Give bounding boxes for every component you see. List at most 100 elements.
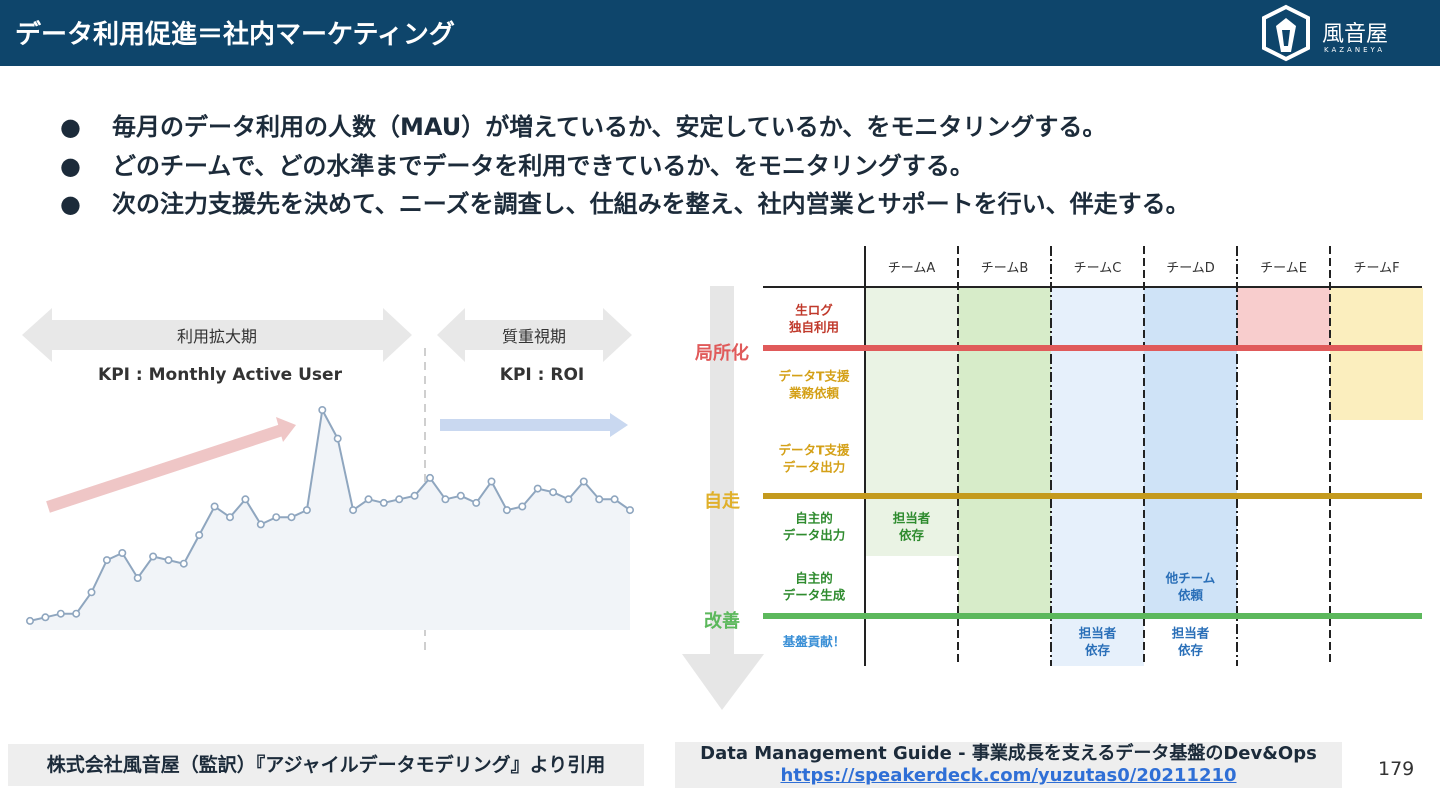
row-label: 生ログ: [795, 303, 833, 318]
mau-point: [502, 506, 511, 515]
mau-point: [487, 477, 496, 486]
cell-note: 依存: [899, 528, 925, 543]
mau-trend-chart: 利用拡大期 質重視期 KPI : Monthly Active User KPI…: [22, 308, 634, 655]
cell-note: 依存: [1178, 643, 1204, 658]
mau-point: [395, 495, 404, 504]
team-coverage-fill: [1144, 288, 1237, 616]
mau-point: [533, 484, 542, 493]
reference-title: Data Management Guide - 事業成長を支えるデータ基盤のDe…: [700, 743, 1317, 764]
row-label: 独自利用: [788, 320, 839, 335]
team-coverage-fill: [1051, 288, 1144, 666]
cell-note: 他チーム: [1165, 571, 1216, 586]
kazaneya-logo-icon: [1262, 4, 1310, 62]
bullet-text: 次の注力支援先を決めて、ニーズを調査し、仕組みを整え、社内営業とサポートを行い、…: [112, 190, 1190, 218]
mau-point: [410, 491, 419, 500]
row-label: データ出力: [783, 460, 846, 475]
row-label: 自主的: [795, 511, 833, 526]
mau-point: [564, 495, 573, 504]
bullet-item: ● 毎月のデータ利用の人数（MAU）が増えているか、安定しているか、をモニタリング…: [60, 108, 1190, 147]
team-header: チームF: [1353, 261, 1399, 276]
row-label: 自主的: [795, 571, 833, 586]
mau-point: [456, 491, 465, 500]
mau-point: [25, 616, 34, 625]
cell-note: 担当者: [893, 511, 931, 526]
phase1-kpi: KPI : Monthly Active User: [98, 365, 343, 385]
bullet-dot: ●: [60, 151, 81, 180]
mau-point: [41, 613, 50, 622]
slide-title: データ利用促進＝社内マーケティング: [15, 20, 455, 50]
phase2-double-arrow: [437, 308, 632, 362]
phase1-double-arrow: [22, 308, 412, 362]
stable-trend-arrow: [440, 413, 628, 437]
team-header: チームE: [1260, 261, 1307, 276]
mau-point: [364, 495, 373, 504]
row-label: データ生成: [783, 588, 846, 603]
mau-point: [518, 502, 527, 511]
team-header: チームC: [1074, 261, 1122, 276]
row-label: データT支援: [778, 369, 850, 384]
team-header: チームA: [888, 261, 936, 276]
team-coverage-fill: [958, 288, 1051, 616]
mau-point: [179, 559, 188, 568]
cell-note: 依頼: [1178, 588, 1204, 603]
logo-subtext: KAZANEYA: [1324, 46, 1386, 54]
mau-point: [302, 506, 311, 515]
mau-point: [287, 513, 296, 522]
header-bar: データ利用促進＝社内マーケティング 風音屋 KAZANEYA: [0, 0, 1440, 66]
mau-point: [226, 513, 235, 522]
mau-point: [256, 520, 265, 529]
team-data-maturity-matrix: チームA チームB チームC チームD チームE チームF 生ログ独自利用データT支援業務依…: [682, 246, 1423, 710]
cell-note: 依存: [1085, 643, 1111, 658]
mau-point: [210, 502, 219, 511]
bullet-dot: ●: [60, 190, 81, 218]
mau-point: [102, 556, 111, 565]
bullet-item: ● どのチームで、どの水準までデータを利用できているか、をモニタリングする。: [60, 147, 1190, 186]
mau-point: [241, 495, 250, 504]
team-header: チームB: [981, 261, 1029, 276]
mau-point: [87, 588, 96, 597]
company-logo: 風音屋 KAZANEYA: [1258, 4, 1418, 62]
mau-point: [625, 506, 634, 515]
mau-point: [610, 495, 619, 504]
mau-point: [349, 506, 358, 515]
team-header: チームD: [1166, 261, 1215, 276]
reference-box: Data Management Guide - 事業成長を支えるデータ基盤のDe…: [675, 742, 1342, 788]
mau-point: [441, 495, 450, 504]
mau-point: [379, 498, 388, 507]
reference-link[interactable]: https://speakerdeck.com/yuzutas0/2021121…: [780, 765, 1237, 786]
level-label: 自走: [704, 490, 740, 512]
bullet-list: ● 毎月のデータ利用の人数（MAU）が増えているか、安定しているか、をモニタリング…: [60, 108, 1190, 224]
progress-down-arrow: [682, 286, 764, 710]
mau-point: [333, 434, 342, 443]
citation-box: 株式会社風音屋（監訳）『アジャイルデータモデリング』より引用: [8, 744, 644, 786]
team-coverage-fill: [1237, 288, 1330, 348]
mau-point: [164, 556, 173, 565]
level-label: 局所化: [695, 342, 749, 364]
phase1-label: 利用拡大期: [177, 327, 257, 346]
mau-point: [579, 477, 588, 486]
mau-point: [549, 488, 558, 497]
bullet-dot: ●: [60, 113, 81, 141]
mau-line: [29, 406, 631, 622]
mau-point: [318, 406, 327, 415]
team-coverage-fill: [865, 288, 958, 556]
row-label: データT支援: [778, 443, 850, 458]
mau-point: [272, 513, 281, 522]
cell-note: 担当者: [1172, 626, 1210, 641]
growth-trend-arrow: [46, 417, 296, 513]
mau-point: [149, 552, 158, 561]
logo-text: 風音屋: [1322, 22, 1389, 47]
bullet-text: 毎月のデータ利用の人数（MAU）が増えているか、安定しているか、をモニタリングす…: [112, 113, 1107, 141]
page-number: 179: [1378, 758, 1415, 780]
mau-point: [195, 531, 204, 540]
mau-point: [72, 609, 81, 618]
bullet-item: ● 次の注力支援先を決めて、ニーズを調査し、仕組みを整え、社内営業とサポートを行い…: [60, 185, 1190, 224]
mau-point: [118, 548, 127, 557]
mau-point: [472, 498, 481, 507]
team-coverage-fill: [1330, 288, 1423, 420]
row-label: 業務依頼: [788, 386, 840, 401]
row-label: 基盤貢献！: [782, 634, 846, 649]
mau-point: [425, 473, 434, 482]
mau-point: [595, 495, 604, 504]
phase2-kpi: KPI : ROI: [500, 365, 584, 385]
